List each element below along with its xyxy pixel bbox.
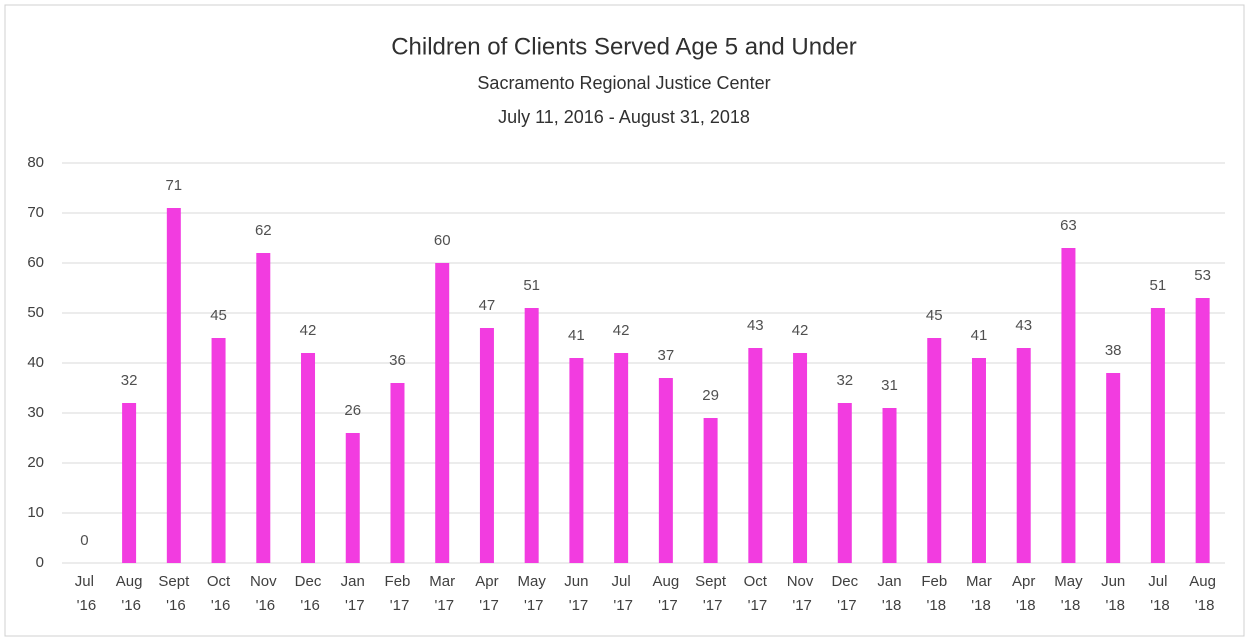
- bar: [1016, 348, 1031, 563]
- x-tick-label: Jan '17: [341, 573, 365, 614]
- data-label: 0: [80, 532, 88, 549]
- x-tick-label: Jul '17: [609, 573, 633, 614]
- x-tick-label: Feb '17: [385, 573, 411, 614]
- x-tick-label: Jun '18: [1101, 573, 1125, 614]
- y-tick-label: 0: [36, 554, 44, 571]
- bar: [569, 358, 584, 563]
- data-label: 38: [1105, 342, 1122, 359]
- bar: [166, 208, 181, 563]
- data-label: 36: [389, 352, 406, 369]
- data-label: 60: [434, 232, 451, 249]
- y-tick-label: 50: [27, 304, 44, 321]
- x-tick-label: Aug '17: [653, 573, 680, 614]
- x-tick-label: Jul '18: [1146, 573, 1170, 614]
- data-label: 37: [658, 347, 675, 364]
- data-label: 51: [1150, 277, 1167, 294]
- data-label: 43: [1015, 317, 1032, 334]
- x-tick-label: Mar '17: [429, 573, 455, 614]
- data-label: 42: [613, 322, 630, 339]
- bar: [703, 418, 718, 563]
- data-label: 43: [747, 317, 764, 334]
- data-label: 42: [792, 322, 809, 339]
- bar: [256, 253, 271, 563]
- bar: [971, 358, 986, 563]
- x-tick-label: Dec '16: [295, 573, 322, 614]
- x-tick-label: Jan '18: [877, 573, 901, 614]
- data-label: 63: [1060, 217, 1077, 234]
- data-label: 62: [255, 222, 272, 239]
- date-range: July 11, 2016 - August 31, 2018: [498, 107, 750, 127]
- data-label: 31: [881, 377, 898, 394]
- y-tick-label: 40: [27, 354, 44, 371]
- data-label: 45: [926, 307, 943, 324]
- data-label: 32: [836, 372, 853, 389]
- data-label: 51: [523, 277, 540, 294]
- x-tick-label: Aug '18: [1189, 573, 1216, 614]
- bar: [390, 383, 405, 563]
- x-tick-label: Apr '18: [1012, 573, 1036, 614]
- bar: [301, 353, 316, 563]
- bar: [1106, 373, 1121, 563]
- x-tick-label: Dec '17: [831, 573, 858, 614]
- bar: [658, 378, 673, 563]
- data-label: 26: [344, 402, 361, 419]
- x-tick-label: Nov '17: [787, 573, 814, 614]
- chart-title: Children of Clients Served Age 5 and Und…: [391, 33, 857, 60]
- x-tick-label: Jun '17: [564, 573, 588, 614]
- data-label: 41: [568, 327, 585, 344]
- data-label: 71: [165, 177, 182, 194]
- bar: [435, 263, 450, 563]
- bar: [1061, 248, 1076, 563]
- x-tick-label: Jul '16: [73, 573, 97, 614]
- data-label: 45: [210, 307, 227, 324]
- data-label: 53: [1194, 267, 1211, 284]
- y-tick-label: 30: [27, 404, 44, 421]
- y-tick-label: 20: [27, 454, 44, 471]
- y-tick-label: 80: [27, 154, 44, 171]
- bar: [614, 353, 629, 563]
- x-tick-label: Oct '16: [207, 573, 231, 614]
- x-tick-label: May '17: [518, 573, 547, 614]
- bar: [122, 403, 137, 563]
- bar: [211, 338, 226, 563]
- chart-subtitle: Sacramento Regional Justice Center: [477, 73, 770, 93]
- bar: [793, 353, 808, 563]
- bar: [882, 408, 897, 563]
- bar: [837, 403, 852, 563]
- bar: [479, 328, 494, 563]
- x-tick-label: May '18: [1054, 573, 1083, 614]
- bar: [1195, 298, 1210, 563]
- bar: [748, 348, 763, 563]
- data-label: 32: [121, 372, 138, 389]
- x-tick-label: Feb '18: [921, 573, 947, 614]
- x-tick-label: Apr '17: [475, 573, 499, 614]
- data-label: 29: [702, 387, 719, 404]
- data-label: 41: [971, 327, 988, 344]
- y-tick-label: 60: [27, 254, 44, 271]
- x-tick-label: Sept '16: [158, 573, 190, 614]
- x-tick-label: Sept '17: [695, 573, 727, 614]
- bar: [927, 338, 942, 563]
- x-tick-label: Nov '16: [250, 573, 277, 614]
- data-label: 42: [300, 322, 317, 339]
- x-tick-label: Aug '16: [116, 573, 143, 614]
- bar: [1150, 308, 1165, 563]
- x-tick-label: Oct '17: [743, 573, 767, 614]
- y-tick-label: 70: [27, 204, 44, 221]
- y-tick-label: 10: [27, 504, 44, 521]
- x-tick-label: Mar '18: [966, 573, 992, 614]
- bar: [524, 308, 539, 563]
- bar: [345, 433, 360, 563]
- data-label: 47: [479, 297, 496, 314]
